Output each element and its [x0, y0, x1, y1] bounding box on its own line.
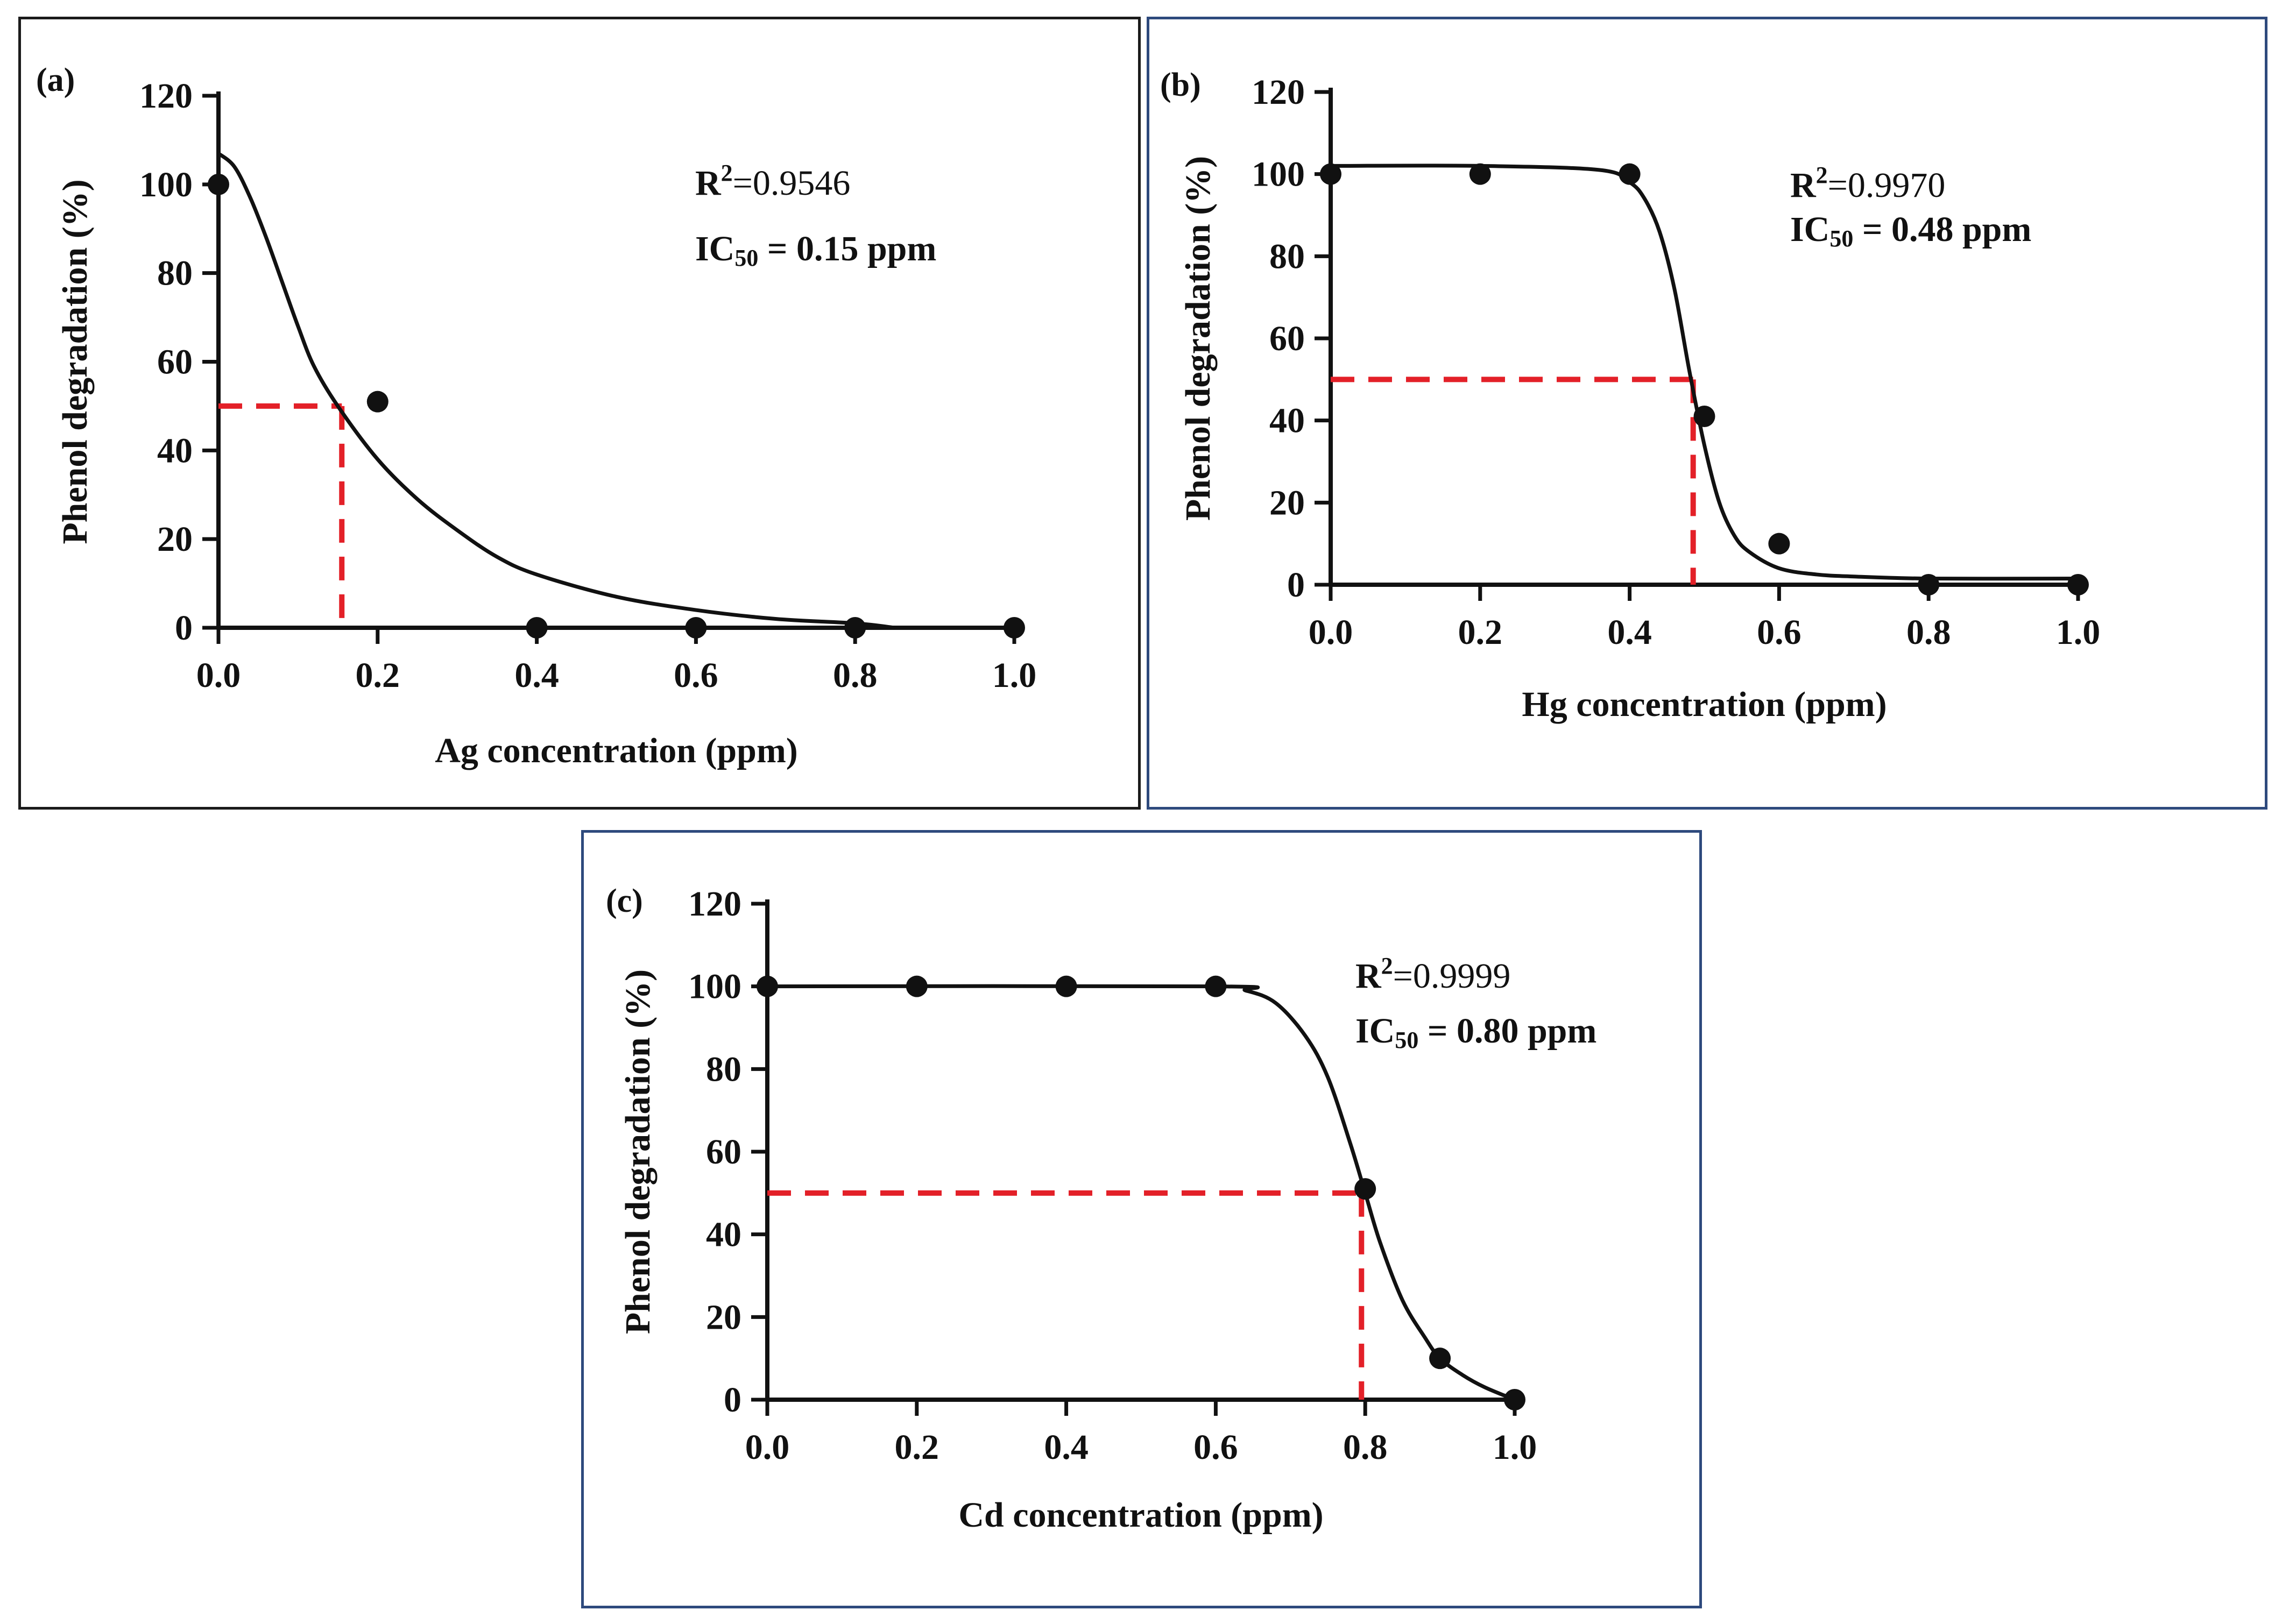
chart-b-r2-annotation: R2=0.9970 — [1790, 162, 1945, 205]
chart-a-y-tick-label: 20 — [157, 520, 193, 559]
chart-c-x-tick-label: 0.8 — [1343, 1428, 1388, 1467]
chart-c-svg: (c) 0 20 40 60 80 100 120 0.0 0.2 0.4 0.6 0.8 1.0 Cd c… — [606, 883, 1596, 1535]
chart-b-y-tick-label: 120 — [1252, 73, 1305, 112]
chart-a-r2-annotation: R2=0.9546 — [695, 160, 850, 203]
chart-a-x-tick-label: 0.8 — [833, 656, 878, 695]
chart-b-panel-label: (b) — [1160, 67, 1201, 103]
chart-a-data-point — [685, 617, 707, 639]
chart-a-y-tick-label: 100 — [139, 165, 193, 204]
chart-c-y-tick-label: 60 — [706, 1132, 741, 1172]
chart-a-data-point — [366, 391, 388, 413]
chart-b-y-tick-label: 80 — [1269, 237, 1305, 276]
chart-a-y-tick-label: 0 — [175, 608, 193, 648]
chart-a-data-point — [1004, 617, 1025, 639]
chart-b-x-tick-label: 0.4 — [1607, 613, 1652, 652]
chart-a-data-point — [208, 173, 229, 195]
chart-a-y-tick-label: 60 — [157, 343, 193, 382]
chart-a-svg: (a) 0 20 40 60 80 100 120 0.0 0.2 0.4 0.6 0.8 1.0 Ag c… — [36, 62, 1037, 770]
chart-a-x-axis-title: Ag concentration (ppm) — [435, 731, 798, 770]
chart-panel-c: (c) 0 20 40 60 80 100 120 0.0 0.2 0.4 0.6 0.8 1.0 Cd c… — [581, 830, 1702, 1608]
chart-c-panel-label: (c) — [606, 883, 643, 919]
chart-b-data-point — [1693, 406, 1715, 428]
chart-b-y-axis-title: Phenol degradation (%) — [1178, 156, 1218, 521]
chart-a-y-tick-label: 120 — [139, 76, 193, 116]
chart-b-x-tick-label: 0.6 — [1757, 613, 1801, 652]
chart-c-y-tick-label: 100 — [688, 967, 741, 1006]
chart-c-y-tick-label: 120 — [688, 884, 741, 924]
chart-c-x-tick-label: 0.0 — [745, 1428, 790, 1467]
chart-a-x-tick-label: 0.0 — [196, 656, 241, 695]
chart-c-y-tick-label: 40 — [706, 1215, 741, 1254]
chart-b-y-tick-label: 60 — [1269, 319, 1305, 358]
chart-c-y-tick-label: 0 — [724, 1380, 741, 1420]
chart-c-data-point — [1354, 1178, 1376, 1200]
chart-c-x-tick-label: 1.0 — [1493, 1428, 1537, 1467]
chart-c-y-tick-label: 20 — [706, 1297, 741, 1337]
chart-b-x-tick-label: 0.0 — [1309, 613, 1353, 652]
chart-a-x-tick-label: 0.6 — [674, 656, 718, 695]
chart-b-x-tick-label: 0.2 — [1458, 613, 1503, 652]
chart-b-data-point — [1320, 163, 1341, 185]
chart-b-data-point — [1768, 533, 1790, 555]
chart-b-data-point — [1918, 574, 1940, 595]
chart-c-x-tick-label: 0.2 — [895, 1428, 939, 1467]
chart-c-data-point — [1429, 1348, 1451, 1370]
chart-c-data-point — [1504, 1389, 1525, 1410]
chart-a-x-tick-label: 0.2 — [356, 656, 400, 695]
chart-a-y-axis-title: Phenol degradation (%) — [55, 179, 95, 544]
chart-b-x-tick-label: 1.0 — [2056, 613, 2101, 652]
chart-b-x-tick-label: 0.8 — [1906, 613, 1951, 652]
chart-b-ic50-annotation: IC50 = 0.48 ppm — [1790, 210, 2031, 252]
chart-c-data-point — [906, 975, 928, 997]
chart-a-x-tick-label: 0.4 — [514, 656, 559, 695]
chart-a-x-tick-label: 1.0 — [992, 656, 1037, 695]
chart-c-x-axis-title: Cd concentration (ppm) — [958, 1495, 1323, 1535]
chart-b-x-axis-title: Hg concentration (ppm) — [1522, 685, 1887, 724]
chart-a-data-point — [844, 617, 866, 639]
chart-b-data-point — [1469, 163, 1491, 185]
chart-panel-a: (a) 0 20 40 60 80 100 120 0.0 0.2 0.4 0.6 0.8 1.0 Ag c… — [18, 17, 1141, 810]
chart-b-y-tick-label: 20 — [1269, 483, 1305, 522]
chart-a-data-point — [526, 617, 548, 639]
chart-c-x-tick-label: 0.6 — [1193, 1428, 1238, 1467]
chart-b-data-point — [2067, 574, 2089, 595]
chart-c-data-point — [757, 975, 778, 997]
chart-a-fit-curve — [217, 152, 895, 630]
chart-c-data-point — [1205, 975, 1227, 997]
chart-a-y-tick-label: 40 — [157, 431, 193, 470]
chart-b-svg: (b) 0 20 40 60 80 100 120 0.0 0.2 0.4 0.6 0.8 1.0 Hg c… — [1160, 67, 2101, 724]
chart-a-y-tick-label: 80 — [157, 254, 193, 293]
chart-b-y-tick-label: 40 — [1269, 401, 1305, 441]
chart-a-ic50-annotation: IC50 = 0.15 ppm — [695, 229, 936, 271]
chart-c-ic50-annotation: IC50 = 0.80 ppm — [1355, 1011, 1596, 1053]
chart-c-r2-annotation: R2=0.9999 — [1355, 953, 1510, 996]
chart-b-data-point — [1619, 163, 1641, 185]
chart-a-panel-label: (a) — [36, 62, 75, 98]
chart-b-y-tick-label: 100 — [1252, 155, 1305, 194]
chart-b-y-tick-label: 0 — [1287, 565, 1305, 605]
chart-panel-b: (b) 0 20 40 60 80 100 120 0.0 0.2 0.4 0.6 0.8 1.0 Hg c… — [1147, 17, 2267, 810]
chart-c-y-axis-title: Phenol degradation (%) — [618, 969, 658, 1334]
chart-c-y-tick-label: 80 — [706, 1049, 741, 1089]
chart-c-data-point — [1055, 975, 1077, 997]
chart-c-x-tick-label: 0.4 — [1044, 1428, 1089, 1467]
